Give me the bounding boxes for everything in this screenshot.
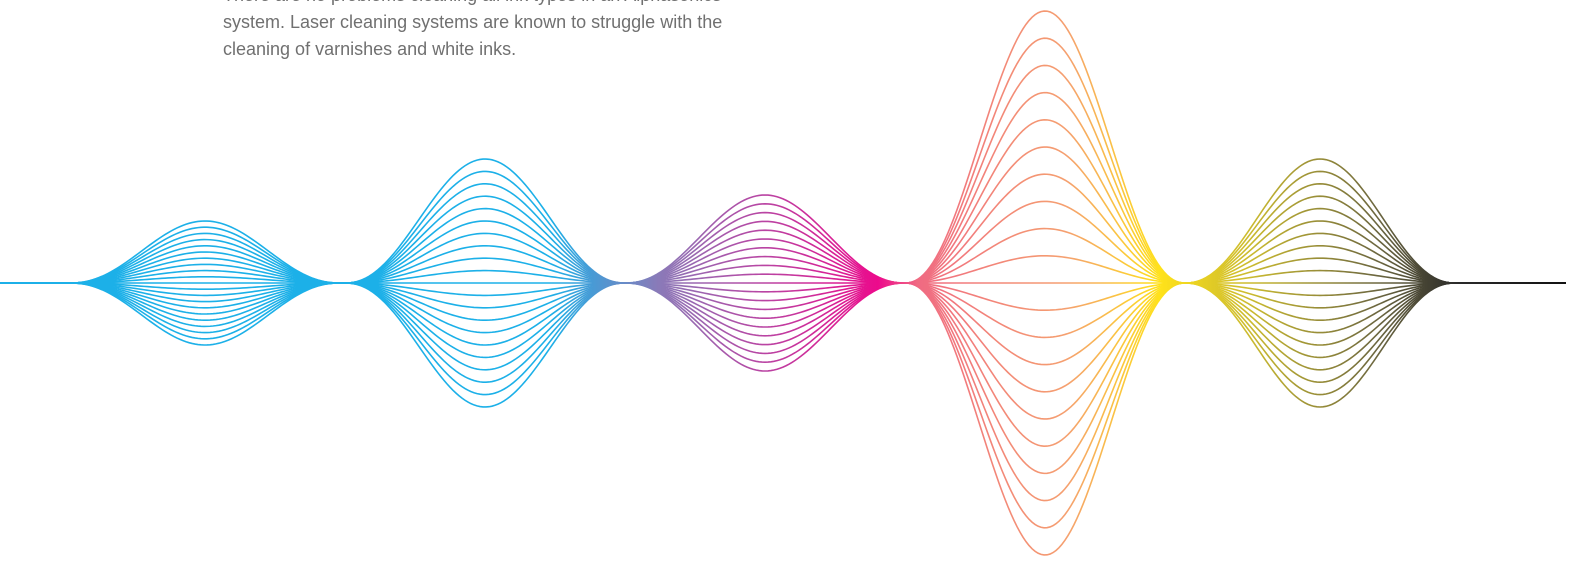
wave-line [0,93,1566,283]
wave-line [0,11,1566,283]
page: There are no problems cleaning all ink t… [0,0,1588,562]
wave-line [0,256,1566,283]
wave-line [0,283,1566,473]
wave-line [0,283,1566,555]
wave-graphic [0,0,1588,562]
wave-line [0,283,1566,310]
